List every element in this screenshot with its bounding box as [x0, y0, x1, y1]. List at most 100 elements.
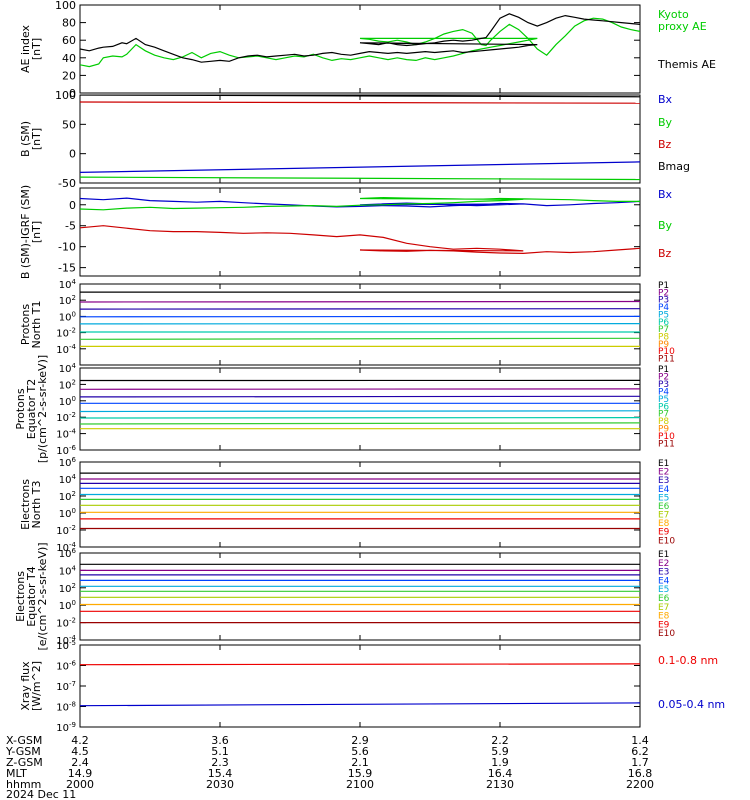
legend-entry: E10	[658, 629, 675, 639]
series-line-P5	[80, 410, 640, 413]
ephemeris-value: 4.5	[71, 745, 89, 758]
legend-entry: E1	[658, 459, 669, 469]
series-line-P7	[80, 337, 640, 340]
series-line-Bmag	[80, 95, 640, 98]
ephemeris-table: X-GSM 4.2 3.6 2.9 2.2 1.4 Y-GSM 4.5 5.1 5.6 5.9 6.2…	[5, 734, 654, 800]
plot-date: 2024 Dec 11	[6, 788, 76, 800]
y-axis-label: ElectronsEquator T4[e/(cm^2-s-sr-keV)]	[14, 542, 49, 650]
y-tick-label: 100	[59, 310, 76, 323]
panel-bsm: -50 0 50 100 B (SM)[nT] Bx By Bz Bmag	[19, 89, 690, 190]
legend-entry: P11	[658, 440, 675, 450]
y-tick-label: 106	[59, 547, 77, 560]
y-axis-label: ElectronsNorth T3	[19, 479, 43, 530]
y-tick-label: 40	[62, 52, 76, 65]
y-tick-label: 100	[55, 89, 76, 102]
y-tick-label: 10-4	[56, 428, 76, 441]
ephemeris-value: 2.9	[351, 734, 369, 747]
y-tick-label: 10-6	[56, 660, 76, 673]
y-tick-label: 100	[59, 507, 76, 520]
y-tick-label: 0	[69, 199, 76, 212]
panel-e4: 10-4 10-2 100 102 104 106 ElectronsEquator T4[…	[14, 542, 675, 650]
ephemeris-value: 2130	[486, 778, 514, 791]
y-tick-label: -15	[58, 262, 76, 275]
legend-entry: E1	[658, 550, 669, 560]
legend-entry: Themis AE	[657, 58, 716, 71]
series-line-Bx	[80, 161, 640, 173]
legend-entry: E6	[658, 594, 670, 604]
y-tick-label: 10-6	[56, 444, 76, 457]
legend-entry: E5	[658, 585, 669, 595]
ephemeris-value: 1.7	[631, 756, 649, 769]
y-tick-label: 10-4	[56, 343, 76, 356]
y-tick-label: 10-2	[56, 411, 76, 424]
y-tick-label: 102	[59, 490, 76, 503]
legend-entry: P8	[658, 332, 669, 342]
ephemeris-value: 2200	[626, 778, 654, 791]
panel-dbsm: -15 -10 -5 0 B (SM)-IGRF (SM)[nT] Bx By Bz	[19, 185, 673, 279]
legend-entry: E3	[658, 476, 669, 486]
legend-entry: P2	[658, 288, 669, 298]
legend-entry: E5	[658, 493, 669, 503]
ephemeris-value: 2030	[206, 778, 234, 791]
legend-entry: P10	[658, 432, 675, 442]
ephemeris-value: 4.2	[71, 734, 89, 747]
ephemeris-value: 2.4	[71, 756, 89, 769]
y-tick-label: 10-2	[56, 524, 76, 537]
y-axis-label: AE index[nT]	[19, 24, 43, 73]
ephemeris-value: 5.9	[491, 745, 509, 758]
y-axis-label: ProtonsNorth T1	[19, 301, 43, 349]
y-tick-label: -5	[65, 220, 76, 233]
legend-entry: P4	[658, 387, 669, 397]
y-tick-label: 10-4	[56, 634, 76, 647]
series-line-Bx	[80, 197, 640, 208]
legend-entry: P7	[658, 325, 669, 335]
y-tick-label: 104	[59, 473, 77, 486]
legend-entry: Bx	[658, 93, 673, 106]
y-tick-label: 102	[59, 294, 76, 307]
y-tick-label: 10-9	[56, 721, 76, 734]
ephemeris-row-label: X-GSM	[6, 734, 42, 747]
ephemeris-row-label: Y-GSM	[5, 745, 41, 758]
y-tick-label: 102	[59, 582, 76, 595]
ephemeris-value: 2.2	[491, 734, 509, 747]
y-tick-label: 106	[59, 456, 77, 469]
legend-entry: E7	[658, 511, 669, 521]
y-tick-label: 10-4	[56, 541, 76, 554]
ephemeris-value: 2000	[66, 778, 94, 791]
series-line-Bz	[80, 101, 640, 104]
legend-entry: P7	[658, 410, 669, 420]
ephemeris-value: 14.9	[68, 767, 93, 780]
legend-entry: Bx	[658, 188, 673, 201]
ephemeris-value: 2.1	[351, 756, 369, 769]
panel-e3: 10-4 10-2 100 102 104 106 ElectronsNorth T3 E1 E…	[19, 456, 675, 554]
ephemeris-row-label: Z-GSM	[6, 756, 43, 769]
series-line-P3	[80, 395, 640, 398]
ephemeris-value: 15.4	[208, 767, 233, 780]
legend-entry: 0.1-0.8 nm	[658, 654, 718, 667]
y-tick-label: 80	[62, 17, 76, 30]
y-tick-label: 0	[69, 148, 76, 161]
y-axis-label: ProtonsEquator T2[p/(cm^2-s-sr-keV)]	[14, 355, 49, 463]
legend-entry: Bz	[658, 138, 672, 151]
y-tick-label: -10	[58, 241, 76, 254]
legend-entry: P1	[658, 281, 669, 291]
series-line-0.05-0.4-nm	[80, 702, 640, 707]
y-tick-label: 104	[59, 278, 77, 291]
legend-entry: P5	[658, 310, 669, 320]
y-axis-label: B (SM)[nT]	[19, 121, 43, 157]
ephemeris-value: 2100	[346, 778, 374, 791]
legend-entry: E9	[658, 620, 670, 630]
legend-entry: P4	[658, 303, 669, 313]
legend-entry: E4	[658, 485, 670, 495]
legend-entry: P9	[658, 340, 669, 350]
y-axis-label: B (SM)-IGRF (SM)[nT]	[19, 185, 43, 279]
ephemeris-value: 1.4	[631, 734, 649, 747]
legend-entry: P10	[658, 347, 675, 357]
legend-entry: Kyoto proxy AE	[658, 8, 707, 33]
y-tick-label: 10-8	[56, 701, 76, 714]
y-tick-label: 10-5	[56, 639, 76, 652]
ephemeris-value: 3.6	[211, 734, 229, 747]
ephemeris-value: 5.1	[211, 745, 229, 758]
panel-p1: 10-4 10-2 100 102 104 ProtonsNorth T1 P1P2P3P4…	[19, 278, 675, 366]
